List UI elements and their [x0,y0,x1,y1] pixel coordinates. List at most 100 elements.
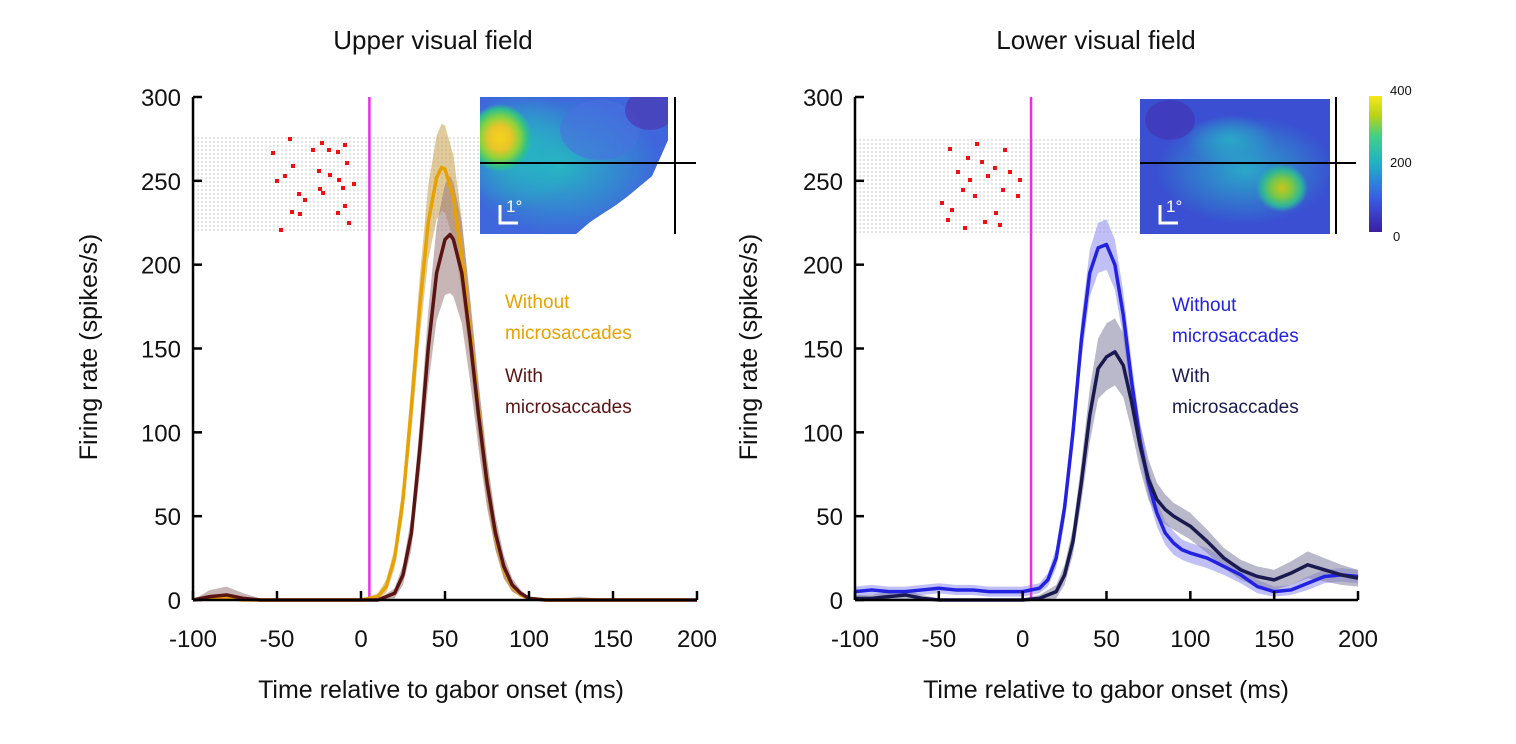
y-tick-label: 100 [141,420,181,447]
panel-title: Upper visual field [333,25,532,55]
svg-text:1°: 1° [506,197,522,216]
spike-mark [994,211,998,215]
legend-item-with-line2: microsaccades [505,397,632,418]
x-tick-label: 0 [354,626,367,653]
spike-mark [321,191,325,195]
y-tick-label: 50 [154,504,181,531]
spike-mark [275,179,279,183]
x-tick-label: -50 [921,626,956,653]
legend-item-without-line2: microsaccades [1172,326,1299,347]
colorbar: 400 200 0 [1369,83,1412,244]
y-tick-label: 0 [168,588,181,615]
spike-mark [345,161,349,165]
y-tick-label: 300 [803,85,843,112]
spike-mark [290,210,294,214]
legend: Without microsaccades With microsaccades [505,292,632,418]
x-tick-label: 200 [1338,626,1378,653]
x-tick-label: 50 [1093,626,1120,653]
spike-mark [336,150,340,154]
x-tick-label: 100 [509,626,549,653]
receptive-field-map: 1° [1140,97,1356,234]
panel-lower-visual-field: Lower visual field Firing rate (spikes/s… [735,25,1412,704]
y-tick-label: 200 [803,253,843,280]
x-tick-label: 100 [1170,626,1210,653]
spike-mark [1003,148,1007,152]
colorbar-gradient [1369,96,1382,232]
spike-mark [956,170,960,174]
raster-spikes [271,137,356,232]
x-tick-label: -100 [169,626,217,653]
y-tick-label: 50 [816,504,843,531]
y-tick-label: 100 [803,420,843,447]
raster-band [855,139,1140,233]
axes: -100 -50 0 50 100 150 200 0 50 100 150 200 250 300 [803,85,1378,653]
y-tick-label: 250 [141,169,181,196]
spike-mark [328,173,332,177]
colorbar-tick: 0 [1393,229,1400,244]
spike-mark [948,147,952,151]
spike-mark [337,178,341,182]
spike-mark [347,221,351,225]
error-bands [193,123,697,601]
spike-mark [297,192,301,196]
spike-mark [946,218,950,222]
spike-mark [311,148,315,152]
spike-mark [1016,194,1020,198]
spike-mark [303,198,307,202]
x-tick-label: 0 [1016,626,1029,653]
spike-mark [288,137,292,141]
error-bands [855,219,1358,600]
spike-mark [291,164,295,168]
spike-mark [966,156,970,160]
spike-mark [1018,178,1022,182]
spike-mark [1008,170,1012,174]
spike-mark [320,141,324,145]
series-error-band [193,175,697,600]
spike-mark [343,204,347,208]
spike-mark [327,148,331,152]
y-axis-title: Firing rate (spikes/s) [75,234,103,460]
legend-item-without-line1: Without [1172,295,1237,316]
spike-mark [341,186,345,190]
spike-mark [336,211,340,215]
legend-item-with-line1: With [505,366,543,387]
scale-bar: 1° [498,197,522,225]
series-lines [854,242,1359,602]
spike-mark [279,228,283,232]
series-error-band [855,318,1358,600]
axes: -100 -50 0 50 100 150 200 0 50 100 150 200 250 300 [141,85,717,653]
panel-upper-visual-field: Upper visual field Firing rate (spikes/s… [75,25,717,704]
spike-mark [318,187,322,191]
scale-bar: 1° [1158,197,1182,225]
legend: Without microsaccades With microsaccades [1172,295,1299,418]
y-tick-label: 250 [803,169,843,196]
spike-mark [975,142,979,146]
x-axis-title: Time relative to gabor onset (ms) [923,676,1289,704]
svg-text:Firing rate (spikes/s): Firing rate (spikes/s) [735,234,763,460]
x-tick-label: 50 [432,626,459,653]
spike-mark [986,174,990,178]
x-tick-label: 200 [677,626,717,653]
spike-mark [1001,188,1005,192]
spike-mark [968,178,972,182]
y-tick-label: 200 [141,253,181,280]
legend-item-without-line2: microsaccades [505,323,632,344]
panel-title: Lower visual field [996,25,1195,55]
series-line [854,242,1359,594]
receptive-field-map: 1° [480,97,696,234]
svg-text:Firing rate (spikes/s): Firing rate (spikes/s) [75,234,103,460]
y-tick-label: 0 [830,588,843,615]
y-tick-label: 150 [803,337,843,364]
spike-mark [950,208,954,212]
raster-spikes [940,142,1022,230]
spike-mark [298,212,302,216]
spike-mark [352,182,356,186]
spike-mark [271,151,275,155]
legend-item-without-line1: Without [505,292,570,313]
spike-mark [980,160,984,164]
y-axis-title: Firing rate (spikes/s) [735,234,763,460]
spike-mark [983,220,987,224]
x-tick-label: 150 [593,626,633,653]
y-tick-label: 300 [141,85,181,112]
